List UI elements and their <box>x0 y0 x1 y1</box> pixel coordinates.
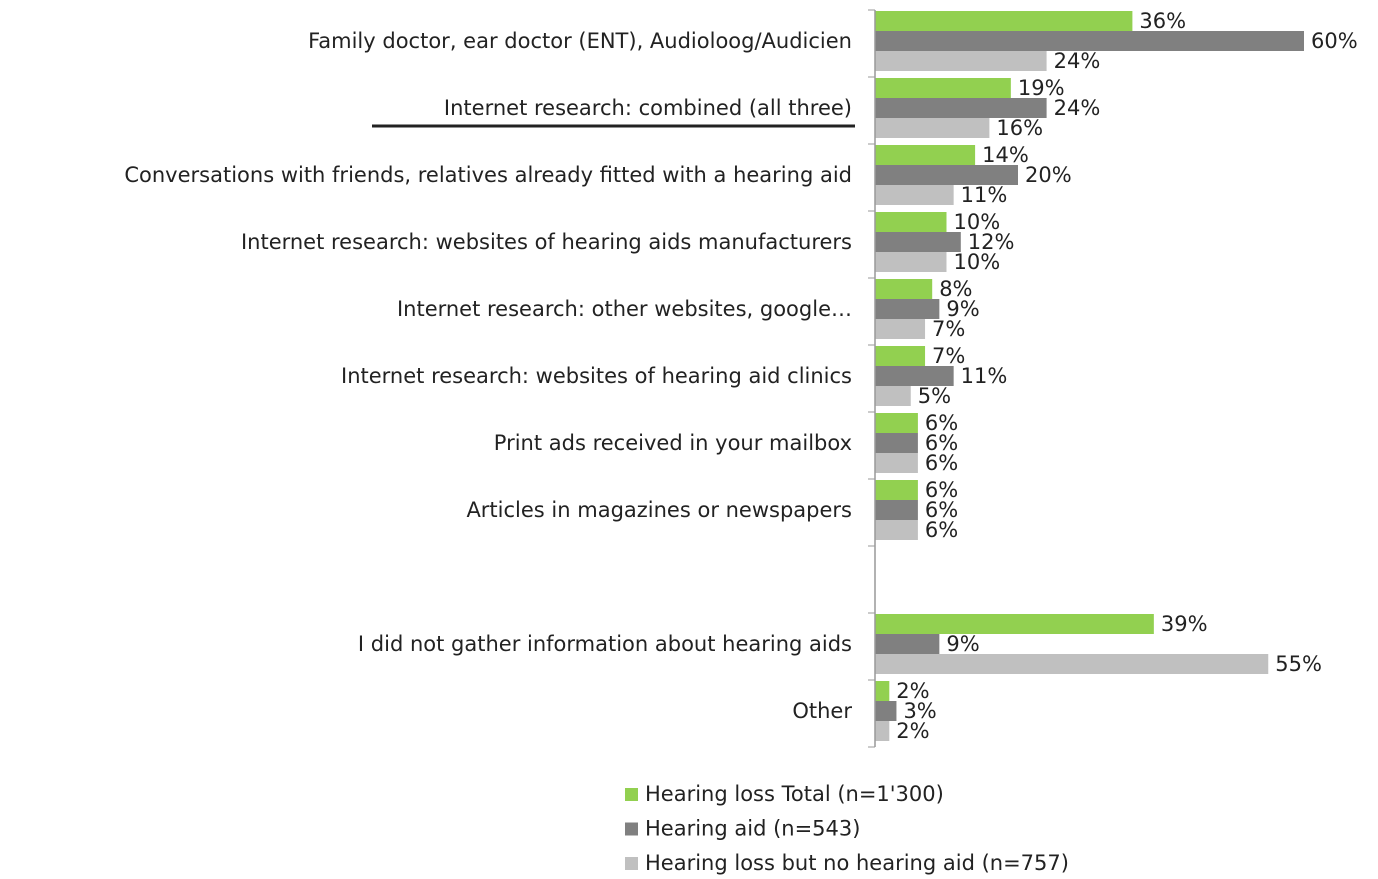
category-label: Internet research: other websites, googl… <box>397 297 852 321</box>
value-label: 36% <box>1139 9 1186 33</box>
value-label: 14% <box>982 143 1029 167</box>
bar <box>875 614 1154 634</box>
value-label: 16% <box>996 116 1043 140</box>
bar <box>875 98 1047 118</box>
bar <box>875 51 1047 71</box>
value-label: 6% <box>925 478 958 502</box>
value-label: 12% <box>968 230 1015 254</box>
value-label: 6% <box>925 451 958 475</box>
legend-swatch <box>625 788 638 801</box>
bar <box>875 78 1011 98</box>
category-label: Conversations with friends, relatives al… <box>124 163 852 187</box>
bar <box>875 500 918 520</box>
bar <box>875 413 918 433</box>
value-label: 11% <box>961 183 1008 207</box>
bar <box>875 701 897 721</box>
bar <box>875 11 1133 31</box>
bar <box>875 31 1304 51</box>
value-label: 10% <box>954 210 1001 234</box>
value-label: 6% <box>925 498 958 522</box>
category-label: Print ads received in your mailbox <box>494 431 852 455</box>
bar <box>875 165 1018 185</box>
value-label: 7% <box>932 317 965 341</box>
legend-label: Hearing aid (n=543) <box>645 817 860 841</box>
bar <box>875 433 918 453</box>
category-label: Internet research: combined (all three) <box>444 96 852 120</box>
legend-label: Hearing loss but no hearing aid (n=757) <box>645 851 1069 875</box>
value-label: 6% <box>925 431 958 455</box>
bar <box>875 520 918 540</box>
bar <box>875 346 926 366</box>
bar <box>875 721 890 741</box>
value-label: 11% <box>961 364 1008 388</box>
bar <box>875 118 990 138</box>
bar <box>875 480 918 500</box>
value-label: 39% <box>1161 612 1208 636</box>
value-label: 24% <box>1054 96 1101 120</box>
value-label: 10% <box>954 250 1001 274</box>
value-label: 2% <box>896 679 929 703</box>
bar <box>875 634 940 654</box>
value-label: 3% <box>903 699 936 723</box>
bar <box>875 386 911 406</box>
bar <box>875 232 961 252</box>
bar <box>875 366 954 386</box>
value-label: 24% <box>1054 49 1101 73</box>
bar <box>875 681 890 701</box>
category-label: Internet research: websites of hearing a… <box>241 230 852 254</box>
value-label: 19% <box>1018 76 1065 100</box>
bar <box>875 185 954 205</box>
value-label: 55% <box>1275 652 1322 676</box>
category-label: I did not gather information about heari… <box>358 632 852 656</box>
value-label: 7% <box>932 344 965 368</box>
value-label: 6% <box>925 518 958 542</box>
value-label: 20% <box>1025 163 1072 187</box>
value-label: 6% <box>925 411 958 435</box>
legend-swatch <box>625 857 638 870</box>
bar <box>875 319 926 339</box>
bar <box>875 299 940 319</box>
value-label: 9% <box>946 297 979 321</box>
category-label: Other <box>792 699 852 723</box>
bar <box>875 145 976 165</box>
bar <box>875 252 947 272</box>
category-label: Internet research: websites of hearing a… <box>341 364 852 388</box>
category-label: Articles in magazines or newspapers <box>466 498 852 522</box>
value-label: 2% <box>896 719 929 743</box>
legend-label: Hearing loss Total (n=1'300) <box>645 782 944 806</box>
category-label: Family doctor, ear doctor (ENT), Audiolo… <box>308 29 852 53</box>
value-label: 9% <box>946 632 979 656</box>
value-label: 5% <box>918 384 951 408</box>
bar <box>875 654 1269 674</box>
value-label: 60% <box>1311 29 1358 53</box>
bar <box>875 212 947 232</box>
bar <box>875 279 933 299</box>
bar <box>875 453 918 473</box>
value-label: 8% <box>939 277 972 301</box>
legend-swatch <box>625 822 638 836</box>
